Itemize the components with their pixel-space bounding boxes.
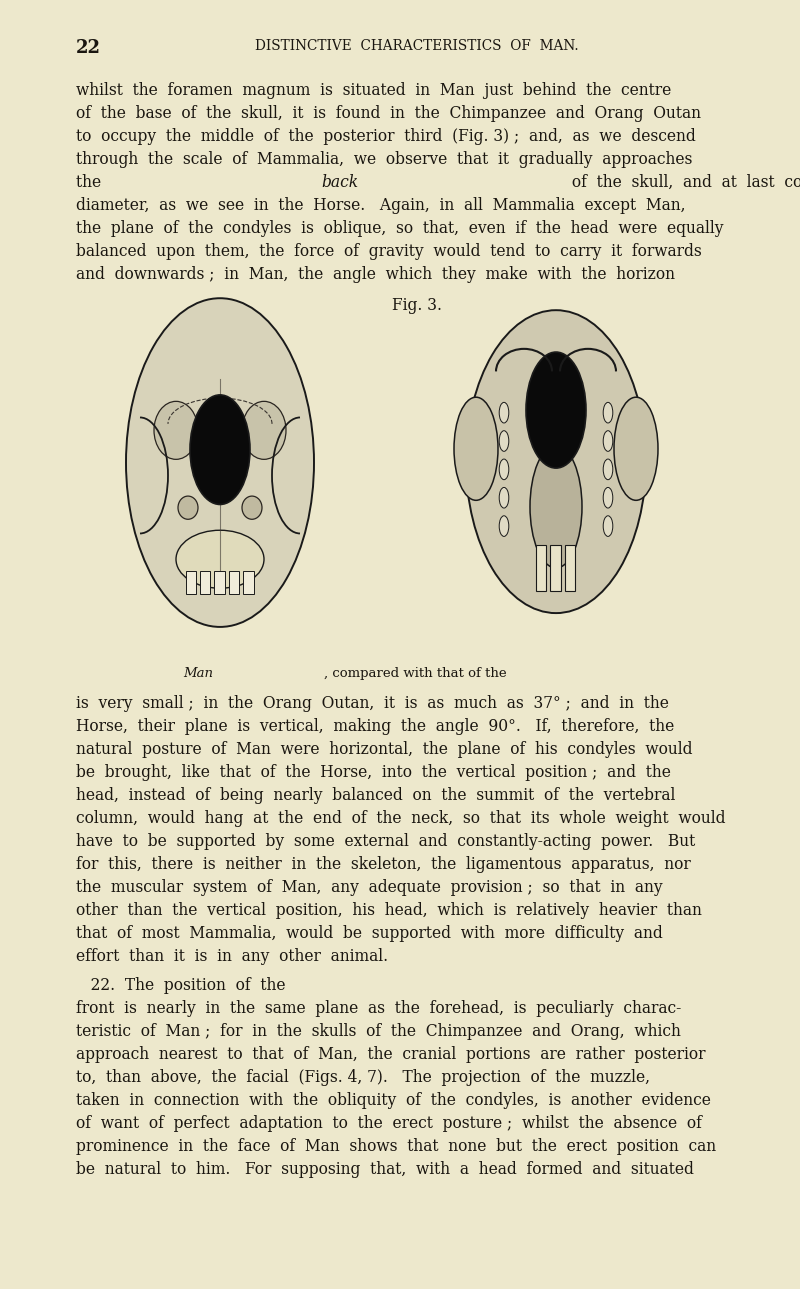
Ellipse shape	[499, 402, 509, 423]
Ellipse shape	[499, 516, 509, 536]
Text: balanced  upon  them,  the  force  of  gravity  would  tend  to  carry  it  forw: balanced upon them, the force of gravity…	[76, 244, 702, 260]
Ellipse shape	[454, 397, 498, 500]
Ellipse shape	[499, 459, 509, 480]
Text: for  this,  there  is  neither  in  the  skeleton,  the  ligamentous  apparatus,: for this, there is neither in the skelet…	[76, 856, 690, 873]
Text: other  than  the  vertical  position,  his  head,  which  is  relatively  heavie: other than the vertical position, his he…	[76, 902, 702, 919]
Text: of  the  base  of  the  skull,  it  is  found  in  the  Chimpanzee  and  Orang  : of the base of the skull, it is found in…	[76, 106, 701, 122]
Ellipse shape	[530, 446, 582, 568]
Ellipse shape	[603, 402, 613, 423]
Text: teristic  of  Man ;  for  in  the  skulls  of  the  Chimpanzee  and  Orang,  whi: teristic of Man ; for in the skulls of t…	[76, 1023, 681, 1040]
Ellipse shape	[154, 401, 198, 459]
Text: Horse,  their  plane  is  vertical,  making  the  angle  90°.   If,  therefore, : Horse, their plane is vertical, making t…	[76, 718, 674, 735]
Text: and  downwards ;  in  Man,  the  angle  which  they  make  with  the  horizon: and downwards ; in Man, the angle which …	[76, 266, 675, 284]
Text: effort  than  it  is  in  any  other  animal.: effort than it is in any other animal.	[76, 947, 388, 964]
Ellipse shape	[614, 397, 658, 500]
Text: , compared with that of the: , compared with that of the	[324, 666, 510, 679]
Text: the  plane  of  the  condyles  is  oblique,  so  that,  even  if  the  head  wer: the plane of the condyles is oblique, so…	[76, 220, 723, 237]
Text: approach  nearest  to  that  of  Man,  the  cranial  portions  are  rather  post: approach nearest to that of Man, the cra…	[76, 1047, 706, 1063]
Bar	[536, 545, 546, 590]
Bar	[200, 571, 210, 594]
Text: have  to  be  supported  by  some  external  and  constantly-acting  power.   Bu: have to be supported by some external an…	[76, 833, 695, 849]
Text: diameter,  as  we  see  in  the  Horse.   Again,  in  all  Mammalia  except  Man: diameter, as we see in the Horse. Again,…	[76, 197, 686, 214]
Ellipse shape	[499, 431, 509, 451]
Text: Fig. 3.: Fig. 3.	[392, 296, 442, 315]
Text: to  occupy  the  middle  of  the  posterior  third  (Fig. 3) ;  and,  as  we  de: to occupy the middle of the posterior th…	[76, 129, 696, 146]
Ellipse shape	[466, 311, 646, 614]
Text: 22: 22	[76, 39, 101, 57]
Text: the  muscular  system  of  Man,  any  adequate  provision ;  so  that  in  any: the muscular system of Man, any adequate…	[76, 879, 662, 896]
Bar	[24, 309, 776, 655]
Text: Man: Man	[183, 666, 214, 679]
Ellipse shape	[603, 516, 613, 536]
Text: taken  in  connection  with  the  obliquity  of  the  condyles,  is  another  ev: taken in connection with the obliquity o…	[76, 1092, 711, 1109]
Bar	[550, 545, 561, 590]
Bar	[214, 571, 225, 594]
Ellipse shape	[603, 487, 613, 508]
Text: prominence  in  the  face  of  Man  shows  that  none  but  the  erect  position: prominence in the face of Man shows that…	[76, 1138, 716, 1155]
Bar	[186, 571, 196, 594]
Text: is  very  small ;  in  the  Orang  Outan,  it  is  as  much  as  37° ;  and  in : is very small ; in the Orang Outan, it i…	[76, 695, 669, 713]
Text: the: the	[76, 174, 106, 191]
Text: head,  instead  of  being  nearly  balanced  on  the  summit  of  the  vertebral: head, instead of being nearly balanced o…	[76, 788, 675, 804]
Text: column,  would  hang  at  the  end  of  the  neck,  so  that  its  whole  weight: column, would hang at the end of the nec…	[76, 809, 726, 828]
Text: back: back	[322, 174, 358, 191]
Ellipse shape	[176, 530, 264, 588]
Text: through  the  scale  of  Mammalia,  we  observe  that  it  gradually  approaches: through the scale of Mammalia, we observ…	[76, 151, 692, 169]
Ellipse shape	[178, 496, 198, 519]
Text: 22.  The  position  of  the: 22. The position of the	[76, 977, 295, 994]
Text: natural  posture  of  Man  were  horizontal,  the  plane  of  his  condyles  wou: natural posture of Man were horizontal, …	[76, 741, 693, 758]
Text: of  want  of  perfect  adaptation  to  the  erect  posture ;  whilst  the  absen: of want of perfect adaptation to the ere…	[76, 1115, 702, 1132]
Text: to,  than  above,  the  facial  (Figs. 4, 7).   The  projection  of  the  muzzle: to, than above, the facial (Figs. 4, 7).…	[76, 1070, 650, 1087]
Ellipse shape	[242, 496, 262, 519]
Text: be  brought,  like  that  of  the  Horse,  into  the  vertical  position ;  and : be brought, like that of the Horse, into…	[76, 764, 671, 781]
Ellipse shape	[603, 459, 613, 480]
Text: that  of  most  Mammalia,  would  be  supported  with  more  difficulty  and: that of most Mammalia, would be supporte…	[76, 924, 662, 942]
Text: of  the  skull,  and  at  last  comes  nearly  into  the  line  of  its  longest: of the skull, and at last comes nearly i…	[567, 174, 800, 191]
Text: whilst  the  foramen  magnum  is  situated  in  Man  just  behind  the  centre: whilst the foramen magnum is situated in…	[76, 82, 671, 99]
Bar	[229, 571, 239, 594]
Text: DISTINCTIVE  CHARACTERISTICS  OF  MAN.: DISTINCTIVE CHARACTERISTICS OF MAN.	[255, 39, 579, 53]
Ellipse shape	[603, 431, 613, 451]
Ellipse shape	[126, 298, 314, 626]
Bar	[243, 571, 254, 594]
Ellipse shape	[499, 487, 509, 508]
Ellipse shape	[526, 352, 586, 468]
Text: be  natural  to  him.   For  supposing  that,  with  a  head  formed  and  situa: be natural to him. For supposing that, w…	[76, 1161, 694, 1178]
Text: front  is  nearly  in  the  same  plane  as  the  forehead,  is  peculiarly  cha: front is nearly in the same plane as the…	[76, 1000, 682, 1017]
Ellipse shape	[190, 394, 250, 504]
Bar	[565, 545, 575, 590]
Ellipse shape	[242, 401, 286, 459]
